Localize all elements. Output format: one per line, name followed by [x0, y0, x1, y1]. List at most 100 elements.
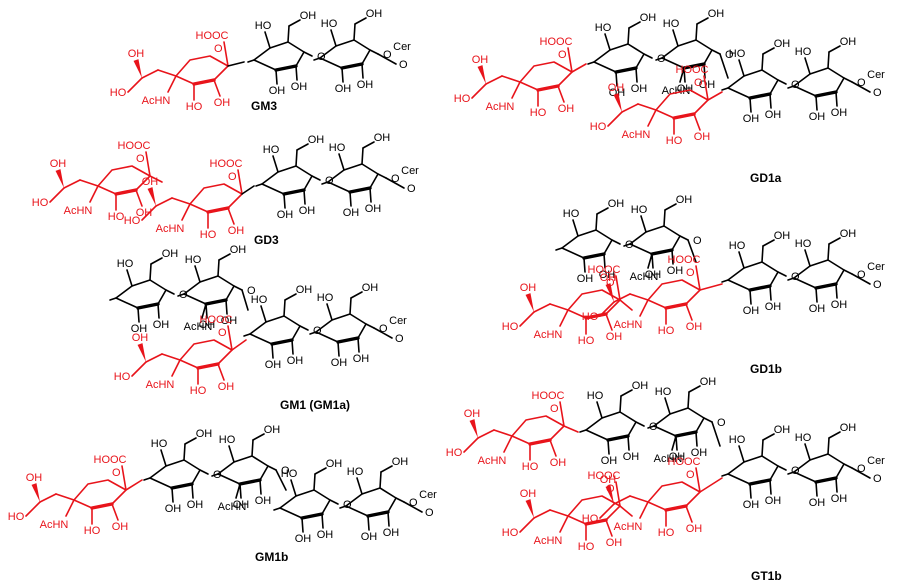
ch2oh-bond [251, 439, 254, 457]
hydroxyl-bond [738, 445, 745, 463]
hydroxyl-label: OH [326, 458, 343, 470]
acetamido-bond [89, 185, 99, 203]
acetamido-label: AcHN [486, 101, 515, 113]
carboxyl-bond [567, 47, 573, 73]
hydroxyl-label: OH [694, 131, 711, 143]
ring-oxygen-bond [703, 417, 713, 423]
hydroxyl-bond [357, 337, 360, 353]
hydroxyl-bond [283, 193, 286, 209]
ch2oh-bond [762, 239, 775, 247]
hydroxyl-label: OH [608, 198, 625, 210]
ceramide-label: Cer [401, 165, 419, 177]
hydroxyl-label: HO [795, 432, 812, 444]
linkage-oxygen-label: O [399, 59, 408, 71]
hydroxyl-label: OH [831, 299, 848, 311]
ch2oh-bond [284, 293, 297, 301]
hydroxyl-label: OH [357, 79, 374, 91]
ceramide-linkage [851, 273, 871, 285]
ch2oh-bond [379, 471, 382, 489]
ceramide-label: Cer [389, 315, 407, 327]
hydroxyl-bond [264, 31, 271, 49]
hydroxyl-label: HO [186, 101, 203, 113]
side-chain-bond [63, 179, 81, 189]
hydroxyl-label: OH [550, 457, 567, 469]
carboxyl-label: HOOC [668, 254, 701, 266]
ch2oh-bond [687, 391, 690, 409]
ring-oxygen-bond [303, 51, 313, 57]
ring-oxygen-bond [679, 235, 689, 241]
hydroxyl-label: HO [666, 135, 683, 147]
hydroxyl-label: OH [840, 36, 857, 48]
side-chain-bond [549, 303, 569, 311]
hydroxyl-label: HO [795, 238, 812, 250]
hydroxyl-label: OH [331, 357, 348, 369]
acetamido-label: AcHN [218, 501, 247, 513]
ring-front-edge [814, 282, 838, 290]
ring-oxygen-label: O [606, 277, 615, 289]
acetamido-bond [235, 483, 241, 499]
hydroxyl-label: HO [502, 321, 519, 333]
ch2oh-bond [827, 243, 830, 261]
ring-front-edge [682, 62, 706, 70]
hydroxyl-bond [815, 481, 818, 497]
hydroxyl-label: HO [110, 87, 127, 99]
ch2oh-bond [150, 257, 163, 265]
hydroxyl-label: HO [219, 434, 236, 446]
hydroxyl-bond [217, 363, 225, 381]
ring-oxygen-label: O [409, 497, 418, 509]
linkage-oxygen-label: O [407, 183, 416, 195]
hydroxyl-bond [769, 285, 772, 301]
ch2oh-bond [380, 465, 393, 473]
glycosidic-bond [143, 477, 151, 481]
hydroxyl-bond [205, 303, 208, 319]
acetamido-bond [647, 253, 653, 269]
ch2oh-bond [288, 19, 301, 27]
sialic-ring [647, 481, 701, 511]
acetamido-label: AcHN [534, 329, 563, 341]
ring-oxygen-bond [711, 49, 721, 55]
acetamido-label: AcHN [630, 271, 659, 283]
ring-oxygen-label: O [218, 327, 227, 339]
hydroxyl-label: HO [582, 513, 599, 525]
glycosidic-bond [721, 473, 729, 477]
compound-name-gd3: GD3 [254, 233, 279, 247]
hydroxyl-label: HO [663, 18, 680, 30]
hydroxyl-label: HO [530, 107, 547, 119]
side-chain-bond [613, 495, 631, 505]
glycosidic-linkage [231, 339, 247, 351]
hydroxyl-bond [111, 503, 119, 521]
side-chain-bond [49, 187, 65, 203]
hydroxyl-label: OH [558, 103, 575, 115]
ring-front-edge [664, 504, 688, 512]
acetamido-label: AcHN [534, 535, 563, 547]
glycosidic-linkage [707, 91, 723, 101]
linkage-oxygen-label: O [425, 507, 434, 519]
carboxyl-bond [237, 169, 243, 195]
acetamido-bond [167, 75, 177, 93]
sialic-ring [519, 61, 573, 91]
acetamido-label: AcHN [64, 205, 93, 217]
carboxyl-bond [223, 41, 229, 67]
glycosidic-linkage [571, 63, 587, 73]
hydroxyl-label: OH [362, 282, 379, 294]
hydroxyl-label: OH [667, 265, 684, 277]
ch2oh-bond [628, 21, 641, 29]
hydroxyl-label: OH [472, 54, 489, 66]
side-chain-bond [637, 103, 657, 111]
ring-oxygen-label: O [693, 235, 702, 247]
hydroxyl-label: HO [281, 468, 298, 480]
side-chain-bond [519, 311, 535, 327]
hydroxyl-bond [126, 269, 133, 287]
hydroxyl-label: HO [582, 311, 599, 323]
ch2oh-bond [218, 253, 231, 261]
hydroxyl-bond [361, 63, 364, 79]
ring-oxygen-bond [843, 463, 853, 469]
ring-front-edge [90, 502, 114, 510]
ring-front-edge [274, 64, 298, 72]
glycosidic-linkage [619, 299, 633, 311]
ch2oh-bond [296, 143, 309, 151]
acetamido-label: AcHN [662, 85, 691, 97]
hydroxyl-label: OH [606, 537, 623, 549]
glycosidic-bond [211, 473, 219, 477]
ch2oh-bond [217, 259, 220, 277]
